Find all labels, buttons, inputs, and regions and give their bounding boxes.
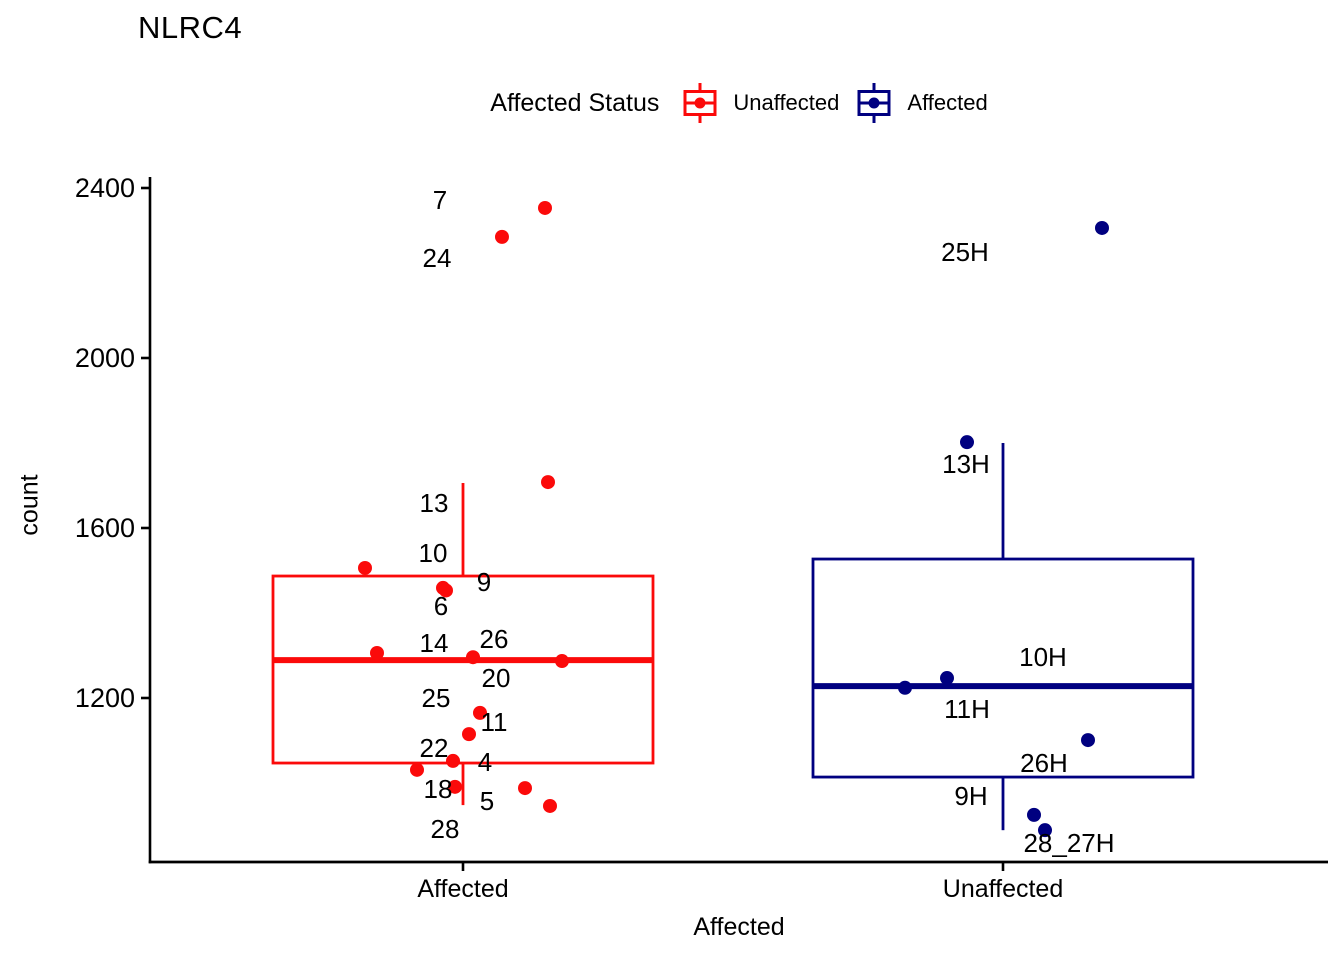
legend-item-label: Unaffected (733, 90, 840, 115)
point-label: 13 (420, 488, 449, 518)
legend-title: Affected Status (490, 88, 660, 117)
y-tick-label: 1200 (75, 683, 135, 713)
point-label: 14 (420, 628, 449, 658)
data-point (439, 583, 453, 598)
data-point (358, 560, 372, 575)
y-axis-title: count (15, 474, 44, 536)
point-label: 20 (482, 663, 511, 693)
data-point (518, 781, 532, 796)
point-label: 9 (477, 567, 491, 597)
point-label: 22 (420, 733, 449, 763)
data-point (1095, 220, 1109, 235)
data-point (495, 229, 509, 244)
data-point (466, 650, 480, 665)
x-axis-title: Affected (693, 913, 785, 941)
data-point (462, 727, 476, 742)
data-point (538, 200, 552, 215)
data-point (410, 762, 424, 777)
box (271, 574, 655, 765)
data-point (940, 671, 954, 686)
point-label: 28_27H (1023, 828, 1114, 858)
data-point (960, 435, 974, 450)
legend-item-affected: Affected (855, 82, 988, 124)
data-point (1038, 823, 1052, 838)
point-label: 26H (1020, 748, 1068, 778)
point-label: 5 (480, 786, 494, 816)
data-point (370, 645, 384, 660)
data-point (541, 475, 555, 490)
data-point (448, 779, 462, 794)
point-label: 4 (478, 747, 492, 777)
point-label: 7 (433, 185, 447, 215)
point-label: 9H (954, 781, 987, 811)
point-label: 18 (424, 774, 453, 804)
legend-item-unaffected: Unaffected (681, 82, 839, 124)
legend-item-label: Affected (907, 90, 988, 115)
x-tick-label: Affected (417, 875, 508, 903)
y-tick-label: 2000 (75, 343, 135, 373)
data-point (1081, 733, 1095, 748)
data-point (446, 753, 460, 768)
point-label: 25H (941, 237, 989, 267)
point-label: 25 (422, 683, 451, 713)
point-label: 10H (1019, 642, 1067, 672)
y-tick-label: 1600 (75, 513, 135, 543)
legend: Affected Status Unaffected Affected (150, 82, 1328, 124)
point-label: 26 (480, 624, 509, 654)
point-label: 10 (419, 538, 448, 568)
data-point (473, 705, 487, 720)
boxplot-key-icon-navy (857, 83, 891, 123)
chart-title: NLRC4 (138, 10, 243, 45)
data-point (555, 654, 569, 669)
point-label: 28 (431, 814, 460, 844)
data-point (543, 798, 557, 813)
data-point (1027, 807, 1041, 822)
point-label: 24 (423, 243, 452, 273)
x-tick-label: Unaffected (943, 875, 1063, 903)
y-tick-label: 2400 (75, 173, 135, 203)
boxplot-key-icon-red (683, 83, 717, 123)
box (811, 557, 1195, 779)
point-label: 13H (942, 449, 990, 479)
point-label: 6 (434, 591, 448, 621)
data-point (898, 680, 912, 695)
point-label: 11 (481, 707, 508, 737)
point-label: 11H (944, 694, 990, 724)
